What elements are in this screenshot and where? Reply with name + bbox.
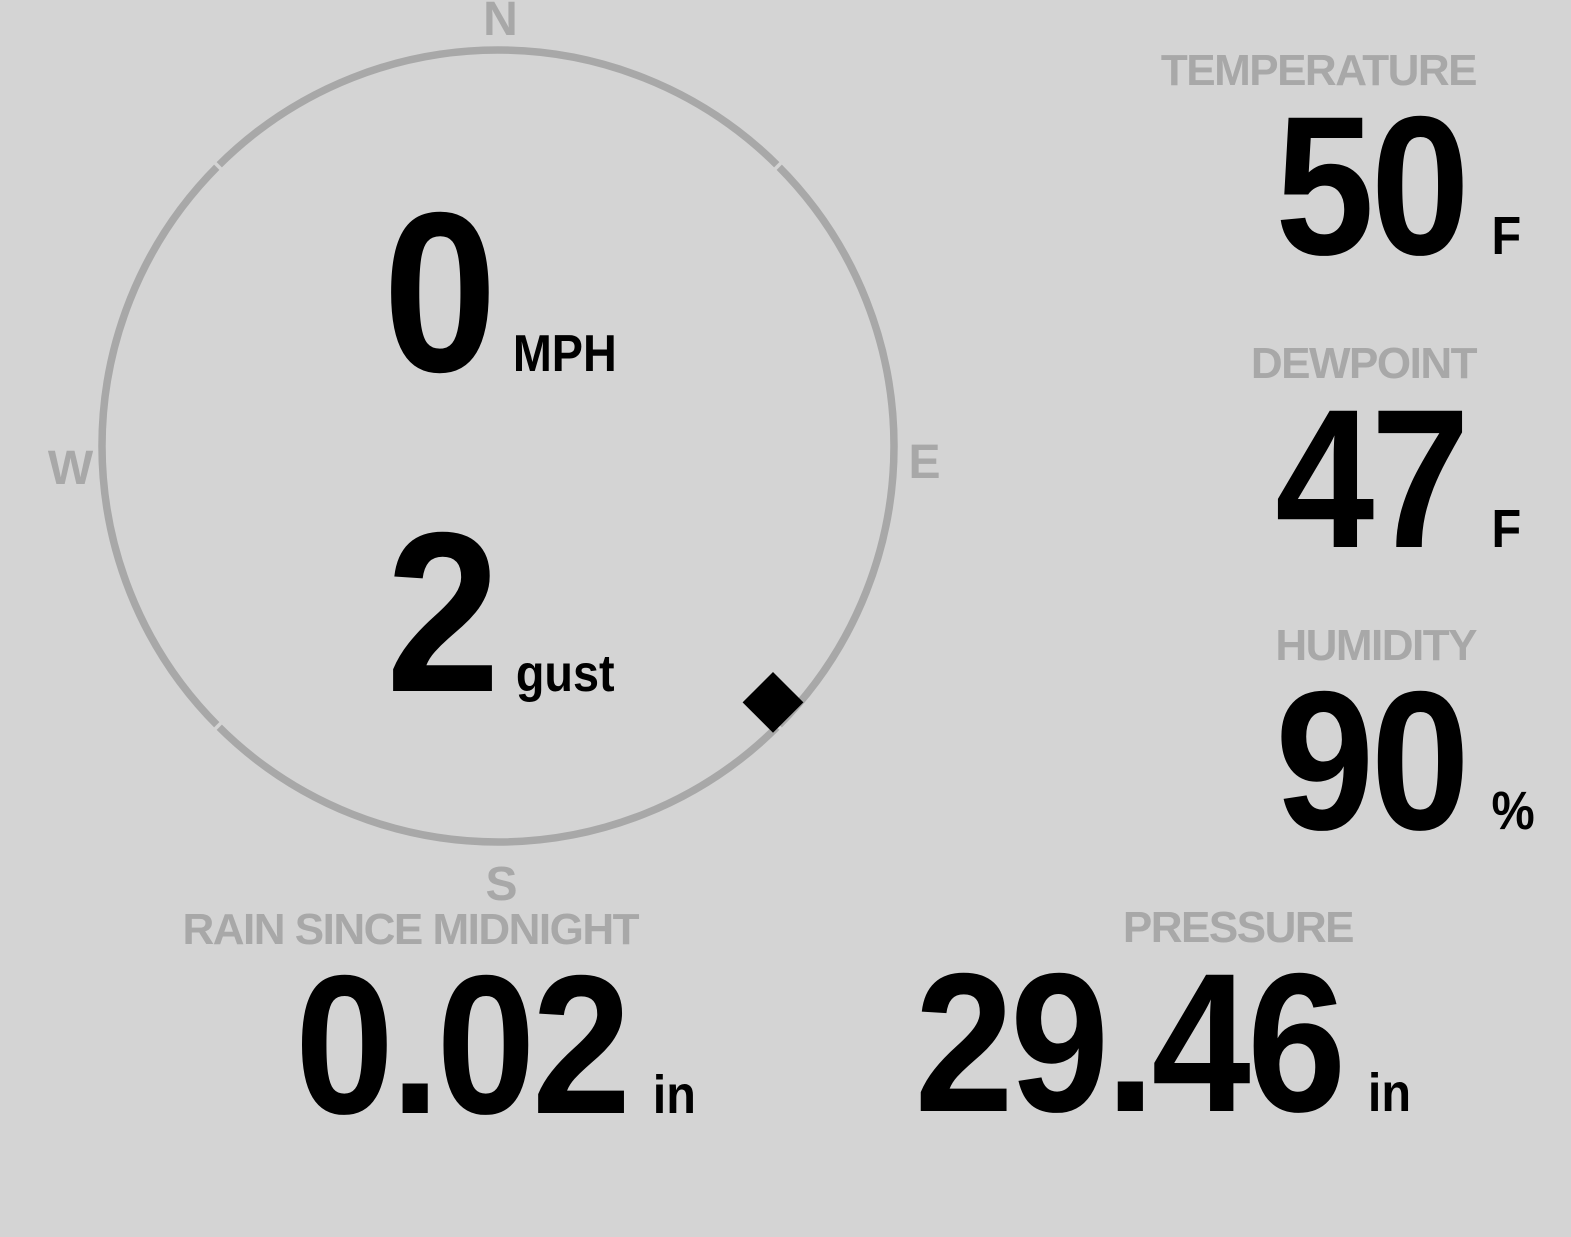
- wind-speed-unit: MPH: [512, 325, 617, 383]
- compass-label-south: S: [485, 858, 517, 911]
- wind-speed-value: 0: [383, 166, 497, 420]
- rain-readout: 0.02 in: [295, 934, 697, 1155]
- wind-compass-gauge: [98, 46, 898, 846]
- temperature-readout: 50 F: [1274, 75, 1521, 296]
- humidity-value: 90: [1274, 650, 1470, 871]
- temperature-value: 50: [1274, 75, 1470, 296]
- rain-value: 0.02: [295, 934, 631, 1155]
- pressure-value: 29.46: [914, 932, 1347, 1153]
- humidity-readout: 90 %: [1274, 650, 1535, 871]
- humidity-metric: HUMIDITY 90 %: [1254, 624, 1535, 871]
- dewpoint-value: 47: [1274, 368, 1470, 589]
- compass-ring: [98, 46, 898, 846]
- temperature-label: TEMPERATURE: [1160, 46, 1478, 95]
- compass-label-east: E: [908, 436, 940, 489]
- temperature-metric: TEMPERATURE 50 F: [1161, 49, 1521, 296]
- pressure-label: PRESSURE: [1122, 903, 1355, 952]
- dewpoint-readout: 47 F: [1274, 368, 1521, 589]
- pressure-readout: 29.46 in: [914, 932, 1412, 1153]
- wind-gust-readout: 2 gust: [386, 499, 615, 727]
- compass-label-north: N: [483, 0, 518, 46]
- wind-gust-unit: gust: [515, 645, 615, 703]
- humidity-label: HUMIDITY: [1275, 621, 1477, 670]
- rain-metric: RAIN SINCE MIDNIGHT 0.02 in: [183, 908, 697, 1155]
- wind-gust-value: 2: [386, 486, 500, 740]
- pressure-metric: PRESSURE 29.46 in: [867, 906, 1412, 1153]
- wind-direction-marker-icon: [742, 671, 804, 733]
- wind-speed-readout: 0 MPH: [383, 179, 617, 407]
- compass-label-west: W: [47, 442, 93, 495]
- dewpoint-label: DEWPOINT: [1250, 339, 1478, 388]
- dewpoint-metric: DEWPOINT 47 F: [1251, 342, 1521, 589]
- rain-label: RAIN SINCE MIDNIGHT: [182, 905, 640, 954]
